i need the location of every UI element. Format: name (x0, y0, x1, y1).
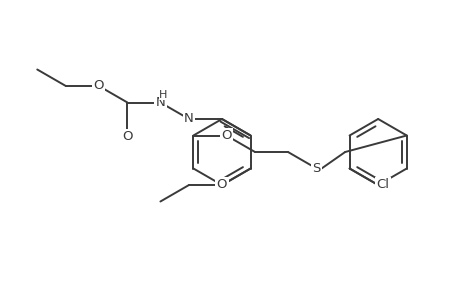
Text: N: N (184, 112, 193, 125)
Text: O: O (122, 130, 132, 143)
Text: H: H (159, 89, 167, 100)
Text: N: N (155, 95, 165, 109)
Text: O: O (216, 178, 227, 191)
Text: Cl: Cl (376, 178, 389, 191)
Text: O: O (221, 129, 231, 142)
Text: O: O (93, 79, 104, 92)
Text: S: S (312, 162, 320, 175)
